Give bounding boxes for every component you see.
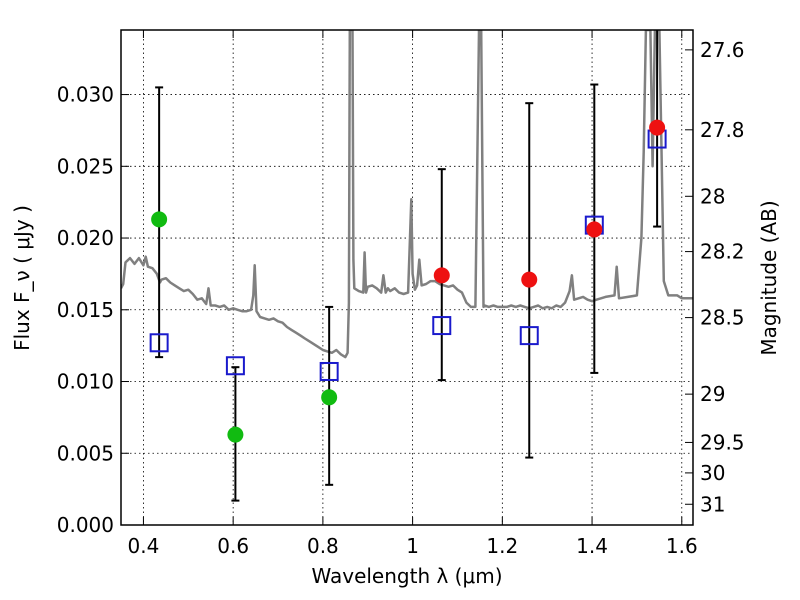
right-tick-label: 30 [700,461,725,485]
circle-marker [433,267,450,284]
y-tick-label: 0.020 [57,226,114,250]
data-markers [149,119,667,443]
ticks: 0.4 0.6 0.8 1 1.2 1.4 1.6 0.000 0.005 0.010 0.015 0… [57,30,745,558]
y-tick-label: 0.010 [57,370,114,394]
x-axis-label: Wavelength λ (μm) [311,564,502,588]
spectrum [121,30,693,359]
circle-marker [521,271,538,288]
y-axis-label: Flux F_ν ( μJy ) [10,205,34,351]
y-tick-label: 0.005 [57,441,114,465]
circle-marker [321,389,338,406]
grid [121,30,693,526]
square-marker [319,361,339,381]
square-marker [519,326,539,346]
right-tick-label: 27.6 [700,38,745,62]
spectrum-line [121,30,693,359]
square-marker [149,333,169,353]
x-tick-label: 1 [406,534,419,558]
plot-frame [120,29,694,526]
right-tick-label: 28.5 [700,306,745,330]
square-marker [225,356,245,376]
x-tick-label: 0.4 [128,534,160,558]
right-tick-label: 29 [700,382,725,406]
plot-background [121,30,693,525]
y-axis-right-label: Magnitude (AB) [757,200,781,355]
right-tick-label: 29.5 [700,430,745,454]
x-tick-label: 1.2 [486,534,518,558]
x-tick-label: 1.4 [576,534,608,558]
right-tick-label: 28 [700,184,725,208]
right-tick-label: 28.2 [700,240,745,264]
x-tick-label: 0.8 [307,534,339,558]
square-marker [432,316,452,336]
right-tick-label: 27.8 [700,118,745,142]
y-tick-label: 0.015 [57,298,114,322]
circle-marker [151,211,168,228]
y-tick-label: 0.030 [57,83,114,107]
x-tick-label: 0.6 [217,534,249,558]
x-tick-label: 1.6 [666,534,698,558]
y-tick-label: 0.025 [57,154,114,178]
circle-marker [227,426,244,443]
circle-marker [586,221,603,238]
circle-marker [649,119,666,136]
y-tick-label: 0.000 [57,513,114,537]
right-tick-label: 31 [700,492,725,516]
